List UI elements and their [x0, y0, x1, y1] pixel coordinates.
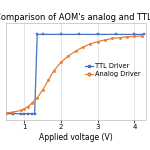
- Legend: TTL Driver, Analog Driver: TTL Driver, Analog Driver: [83, 60, 144, 80]
- Text: Comparison of AOM's analog and TTL dri: Comparison of AOM's analog and TTL dri: [0, 13, 150, 22]
- X-axis label: Applied voltage (V): Applied voltage (V): [39, 133, 113, 142]
